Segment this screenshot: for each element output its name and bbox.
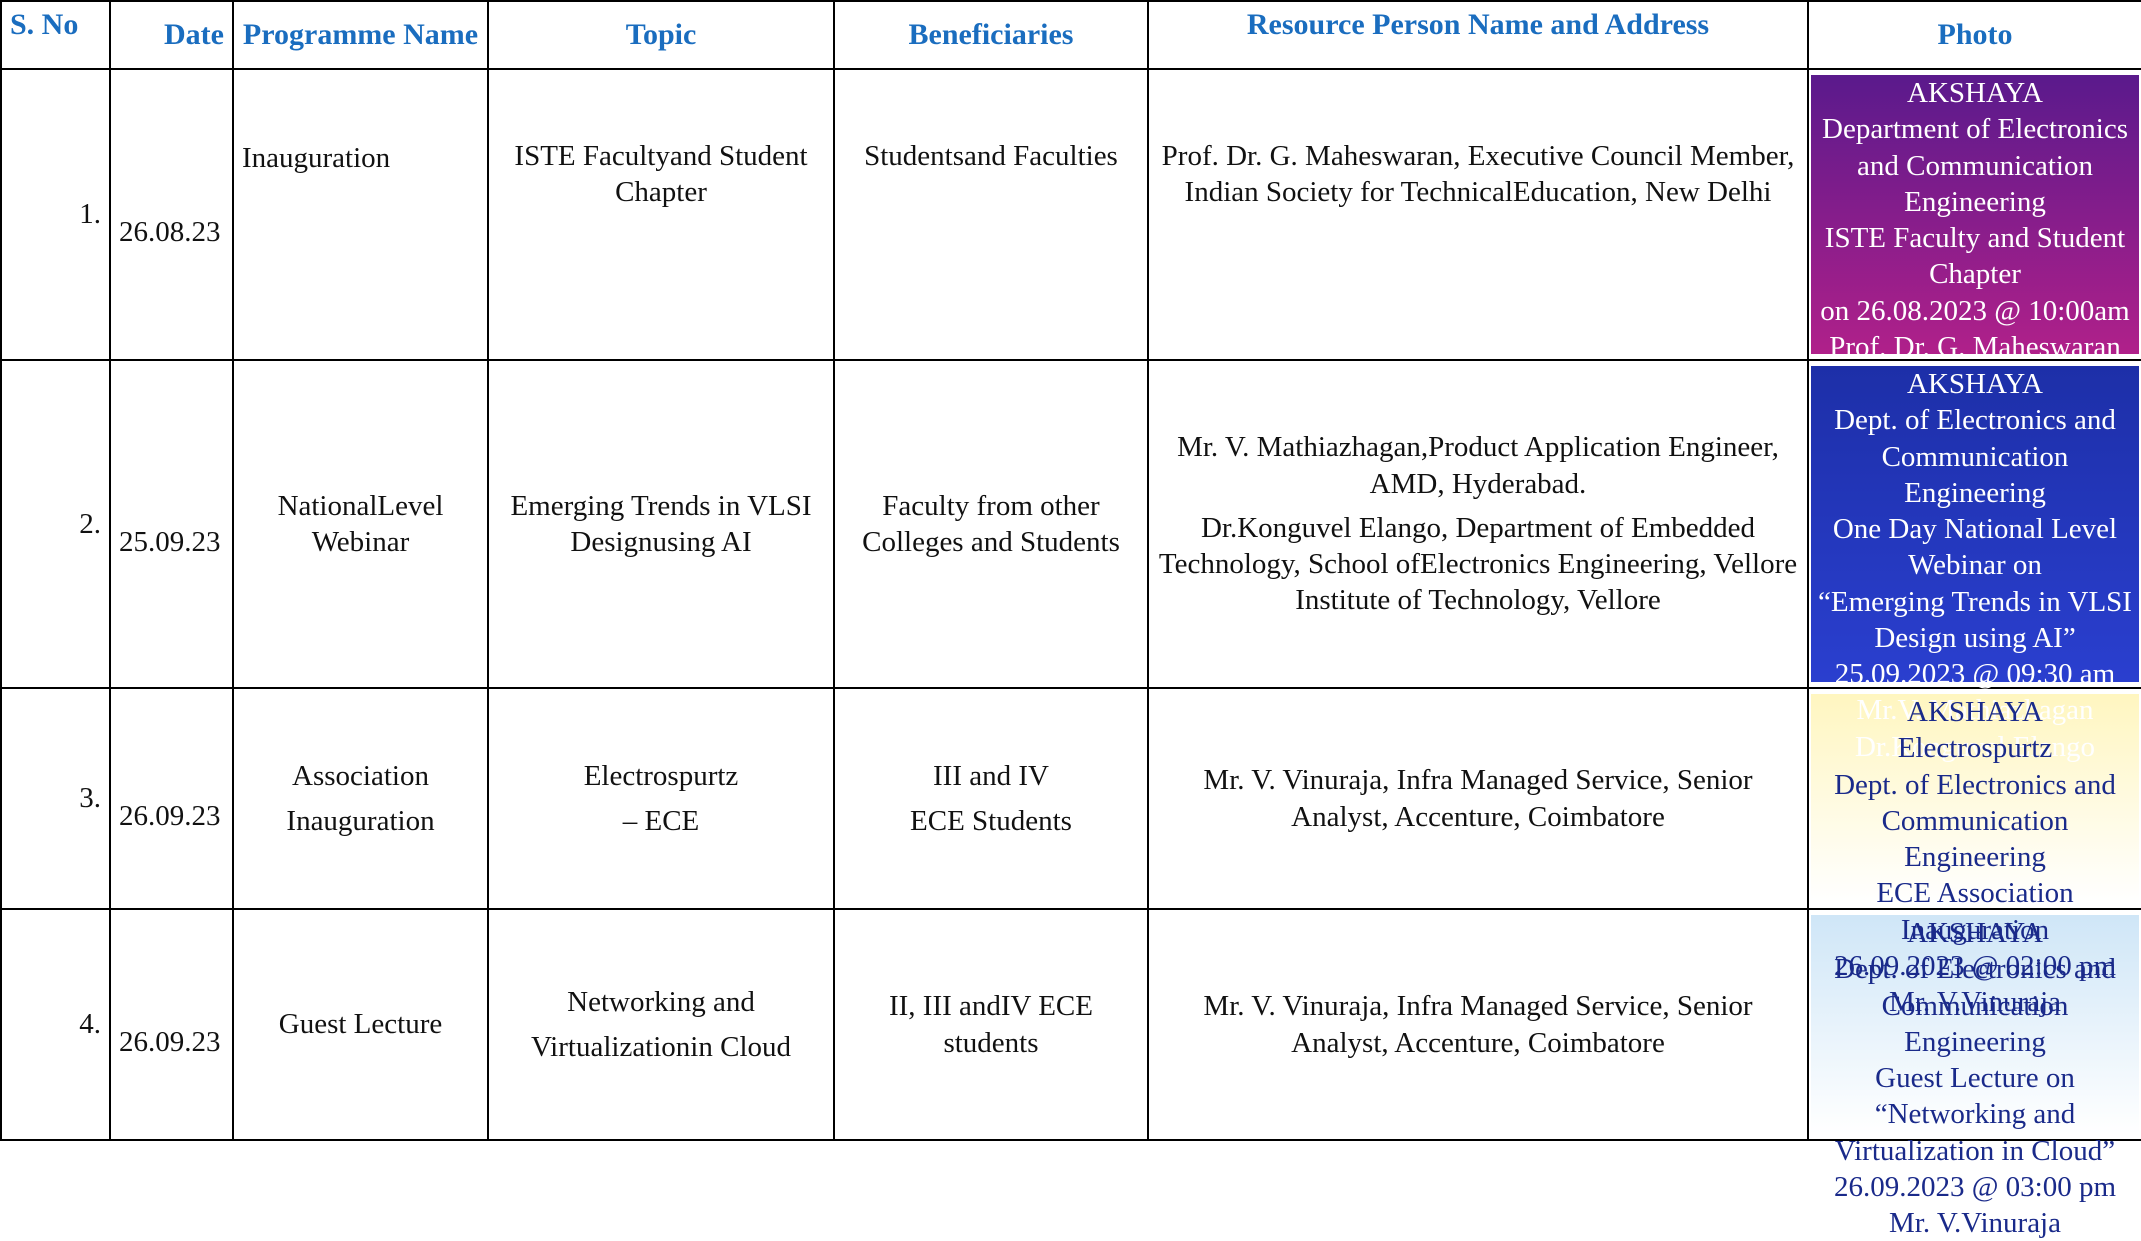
poster: AKSHAYA Dept. of Electronics and Communic… (1811, 366, 2139, 763)
beneficiaries-text: ECE Students (910, 804, 1072, 837)
poster-brand: AKSHAYA (1907, 696, 2043, 728)
date: 26.08.23 (109, 68, 234, 361)
resource-cell: Mr. V. Vinuraja, Infra Managed Service, … (1147, 908, 1809, 1141)
date: 26.09.23 (109, 908, 234, 1141)
topic-text: ISTE Facultyand Student Chapter (514, 140, 808, 209)
resource-text: Mr. V. Vinuraja, Infra Managed Service, … (1203, 764, 1753, 833)
programme-cell: Inauguration (232, 68, 489, 361)
resource-cell: Mr. V. Vinuraja, Infra Managed Service, … (1147, 687, 1809, 910)
poster-line: 26.09.2023 @ 02:00 pm (1833, 949, 2117, 982)
column-header: Programme Name (232, 0, 489, 70)
programme-text: Guest Lecture (278, 1008, 443, 1041)
column-header: Date (109, 0, 234, 70)
poster-brand: AKSHAYA (1907, 77, 2043, 109)
photo-cell: AKSHAYA Department of Electronics and Com… (1807, 68, 2141, 363)
poster-line: ECE Association Inauguration (1876, 877, 2074, 946)
poster-line: ISTE Faculty and Student Chapter (1824, 222, 2126, 291)
programme-cell: NationalLevel Webinar (232, 359, 489, 689)
column-header: S. No (0, 0, 111, 70)
table-body: 1. 26.08.23 Inauguration ISTE Facultyand St… (0, 68, 2141, 1239)
topic-text: Electrospurtz (583, 760, 739, 793)
poster-line: Dr.Konguvel Elango (1854, 730, 2095, 763)
poster-brand: AKSHAYA (1907, 917, 2043, 949)
topic-text: Emerging Trends in VLSI Designusing AI (510, 489, 812, 558)
poster-line: 25.09.2023 @ 09:30 am (1834, 658, 2116, 690)
beneficiaries-text: Faculty from other Colleges and Students (862, 489, 1120, 558)
photo-cell: AKSHAYA Dept. of Electronics and Communic… (1807, 359, 2141, 763)
resource-text: Prof. Dr. G. Maheswaran, Executive Counc… (1161, 140, 1795, 209)
poster-line: Prof. Dr. G. Maheswaran (1829, 330, 2121, 363)
table-row: 3. 26.09.23 Association Inauguration Electro… (0, 687, 2141, 1018)
poster-line: One Day National Level Webinar on (1832, 513, 2118, 582)
resource-text: Mr. V. Vinuraja, Infra Managed Service, … (1203, 990, 1753, 1059)
table-row: 2. 25.09.23 NationalLevel Webinar Emerging … (0, 359, 2141, 763)
topic-cell: Emerging Trends in VLSI Designusing AI (487, 359, 835, 689)
poster-line: Dept. of Electronics and Communication E… (1834, 404, 2116, 509)
poster-line: Mr. V.Vinuraja (1889, 986, 2061, 1018)
beneficiaries-text: II, III andIV ECE students (888, 990, 1093, 1059)
topic-text: – ECE (622, 804, 700, 837)
poster-line: Mr. V.Vinuraja (1889, 1207, 2061, 1239)
programme-text: Inauguration (242, 142, 391, 174)
resource-text: Dr.Konguvel Elango, Department of Embedd… (1158, 511, 1798, 617)
photo-cell: AKSHAYA Dept. of Electronics and Communic… (1807, 908, 2141, 1239)
topic-cell: Electrospurtz – ECE (487, 687, 835, 910)
resource-cell: Prof. Dr. G. Maheswaran, Executive Counc… (1147, 68, 1809, 361)
serial-number: 4. (0, 908, 111, 1141)
programme-cell: Guest Lecture (232, 908, 489, 1141)
poster-line: 26.09.2023 @ 03:00 pm (1833, 1170, 2117, 1203)
column-header: Topic (487, 0, 835, 70)
header-row: S. No Date Programme Name Topic Beneficiarie… (0, 0, 2141, 70)
programme-text: Association (292, 760, 429, 793)
poster-line: Dept. of Electronics and Communication E… (1834, 953, 2116, 1058)
column-header: Resource Person Name and Address (1147, 0, 1809, 70)
serial-number: 2. (0, 359, 111, 689)
topic-text: Networking and (567, 986, 755, 1019)
poster-line: Dept. of Electronics and Communication E… (1834, 768, 2116, 874)
beneficiaries-cell: Studentsand Faculties (833, 68, 1149, 361)
poster: AKSHAYA Electrospurtz Dept. of Electronics… (1811, 694, 2139, 1018)
beneficiaries-text: III and IV (933, 760, 1049, 793)
programme-text: Inauguration (286, 804, 435, 837)
table-row: 4. 26.09.23 Guest Lecture Networking and Vir… (0, 908, 2141, 1239)
serial-number: 3. (0, 687, 111, 910)
beneficiaries-text: Studentsand Faculties (864, 140, 1118, 172)
poster-line: Guest Lecture on (1875, 1062, 2075, 1094)
photo-cell: AKSHAYA Electrospurtz Dept. of Electronics… (1807, 687, 2141, 1018)
programme-cell: Association Inauguration (232, 687, 489, 910)
poster-line: on 26.08.2023 @ 10:00am (1820, 294, 2130, 327)
date: 26.09.23 (109, 687, 234, 910)
beneficiaries-cell: II, III andIV ECE students (833, 908, 1149, 1141)
topic-cell: Networking and Virtualizationin Cloud (487, 908, 835, 1141)
poster-line: “Emerging Trends in VLSI Design using AI… (1818, 585, 2132, 654)
poster-line: Department of Electronics and Communicat… (1822, 113, 2128, 218)
resource-text: Mr. V. Mathiazhagan,Product Application … (1177, 431, 1779, 500)
table-row: 1. 26.08.23 Inauguration ISTE Facultyand St… (0, 68, 2141, 363)
column-header: Beneficiaries (833, 0, 1149, 70)
poster-line: “Networking and Virtualization in Cloud” (1834, 1098, 2116, 1167)
poster-line: Electrospurtz (1897, 732, 2053, 765)
programme-text: NationalLevel Webinar (277, 489, 444, 558)
serial-number: 1. (0, 68, 111, 361)
beneficiaries-cell: Faculty from other Colleges and Students (833, 359, 1149, 689)
poster: AKSHAYA Department of Electronics and Com… (1811, 75, 2139, 363)
poster-line: Mr.V. Mathiazhagan (1856, 694, 2094, 727)
resource-cell: Mr. V. Mathiazhagan,Product Application … (1147, 359, 1809, 689)
beneficiaries-cell: III and IV ECE Students (833, 687, 1149, 910)
topic-cell: ISTE Facultyand Student Chapter (487, 68, 835, 361)
column-header: Photo (1807, 0, 2141, 70)
topic-text: Virtualizationin Cloud (530, 1030, 792, 1063)
poster-brand: AKSHAYA (1907, 368, 2043, 400)
date: 25.09.23 (109, 359, 234, 689)
